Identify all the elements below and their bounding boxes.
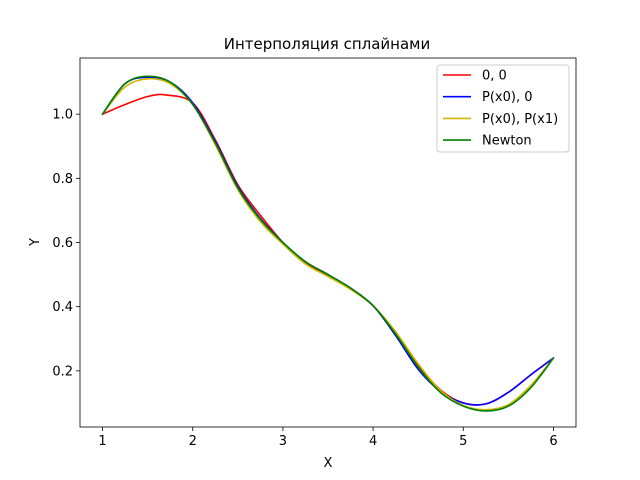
x-axis-title: X: [324, 456, 333, 471]
y-tick-label: 0.6: [52, 236, 73, 251]
series-line-2: [101, 77, 555, 411]
x-tick-label: 4: [369, 434, 377, 449]
x-tick-label: 2: [189, 434, 197, 449]
y-tick-label: 0.2: [52, 364, 73, 379]
y-tick-label: 0.8: [52, 172, 73, 187]
y-tick-label: 0.4: [52, 300, 73, 315]
series-line-3: [101, 75, 555, 412]
series-layer: [101, 75, 555, 412]
legend: 0, 0 P(x0), 0 P(x0), P(x1) Newton: [436, 64, 570, 153]
legend-label-1: P(x0), 0: [482, 90, 532, 105]
legend-label-2: P(x0), P(x1): [482, 112, 558, 127]
y-axis: 0.2 0.4 0.6 0.8 1.0: [52, 108, 80, 379]
y-axis-title: Y: [28, 238, 43, 247]
x-tick-label: 3: [279, 434, 287, 449]
chart-title: Интерполяция сплайнами: [224, 35, 431, 53]
x-tick-label: 6: [549, 434, 557, 449]
x-tick-label: 5: [459, 434, 467, 449]
legend-label-3: Newton: [482, 134, 532, 149]
y-tick-label: 1.0: [52, 108, 73, 123]
legend-box: [436, 64, 570, 153]
x-axis: 1 2 3 4 5 6: [98, 427, 558, 449]
legend-label-0: 0, 0: [482, 69, 507, 84]
x-tick-label: 1: [98, 434, 106, 449]
